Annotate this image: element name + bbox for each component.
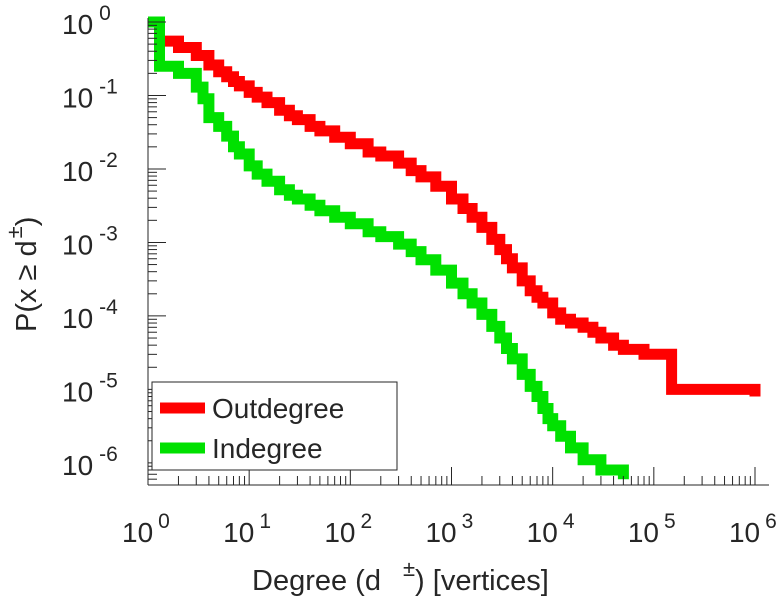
tick-exponent: 0 xyxy=(99,2,111,25)
legend: Outdegree Indegree xyxy=(151,381,398,471)
tick-exponent: 0 xyxy=(158,510,170,533)
tick-base: 10 xyxy=(62,229,93,260)
tick-base: 10 xyxy=(628,517,659,548)
tick-exponent: 2 xyxy=(360,510,372,533)
tick-exponent: -3 xyxy=(99,222,118,245)
x-axis-label: Degree (d ±) [vertices] xyxy=(252,556,549,597)
tick-base: 10 xyxy=(122,517,153,548)
x-tick-label: 10 2 xyxy=(324,510,372,548)
x-tick-label: 10 5 xyxy=(628,510,676,548)
y-tick-label: 10 -1 xyxy=(62,75,118,113)
tick-exponent: -1 xyxy=(99,75,118,98)
tick-exponent: 1 xyxy=(259,510,271,533)
plot-lines xyxy=(148,16,761,480)
tick-exponent: 3 xyxy=(462,510,474,533)
legend-label-indegree: Indegree xyxy=(212,433,323,464)
tick-base: 10 xyxy=(62,9,93,40)
tick-exponent: -4 xyxy=(99,296,118,319)
y-tick-label: 10 -4 xyxy=(62,296,118,334)
tick-base: 10 xyxy=(425,517,456,548)
legend-label-outdegree: Outdegree xyxy=(212,393,344,424)
tick-exponent: -5 xyxy=(99,369,118,392)
series-line-indegree xyxy=(148,16,629,480)
x-tick-label: 10 0 xyxy=(122,510,170,548)
y-tick-label: 10 0 xyxy=(62,2,111,40)
tick-base: 10 xyxy=(729,517,760,548)
x-tick-label: 10 3 xyxy=(425,510,473,548)
axis-labels: Degree (d ±) [vertices] P(x ≥ d±) xyxy=(2,217,549,597)
tick-base: 10 xyxy=(527,517,558,548)
tick-base: 10 xyxy=(62,82,93,113)
tick-exponent: -6 xyxy=(99,443,118,466)
tick-exponent: 6 xyxy=(765,510,777,533)
x-tick-label: 10 1 xyxy=(223,510,271,548)
x-tick-label: 10 4 xyxy=(527,510,575,548)
legend-box xyxy=(151,381,398,471)
y-tick-label: 10 -5 xyxy=(62,369,118,407)
tick-base: 10 xyxy=(324,517,355,548)
tick-base: 10 xyxy=(62,303,93,334)
y-tick-label: 10 -2 xyxy=(62,149,118,187)
series-line-outdegree xyxy=(148,16,761,397)
axes: 10 0 10 1 10 2 10 3 10 4 10 5 10 610 010 -110 -210 -310 -4… xyxy=(62,2,777,548)
tick-exponent: 4 xyxy=(563,510,575,533)
tick-exponent: 5 xyxy=(664,510,676,533)
tick-base: 10 xyxy=(62,450,93,481)
y-axis-label: P(x ≥ d±) xyxy=(2,217,43,332)
y-tick-label: 10 -6 xyxy=(62,443,118,481)
tick-base: 10 xyxy=(62,376,93,407)
x-tick-label: 10 6 xyxy=(729,510,777,548)
tick-exponent: -2 xyxy=(99,149,118,172)
tick-base: 10 xyxy=(62,156,93,187)
tick-base: 10 xyxy=(223,517,254,548)
y-tick-label: 10 -3 xyxy=(62,222,118,260)
